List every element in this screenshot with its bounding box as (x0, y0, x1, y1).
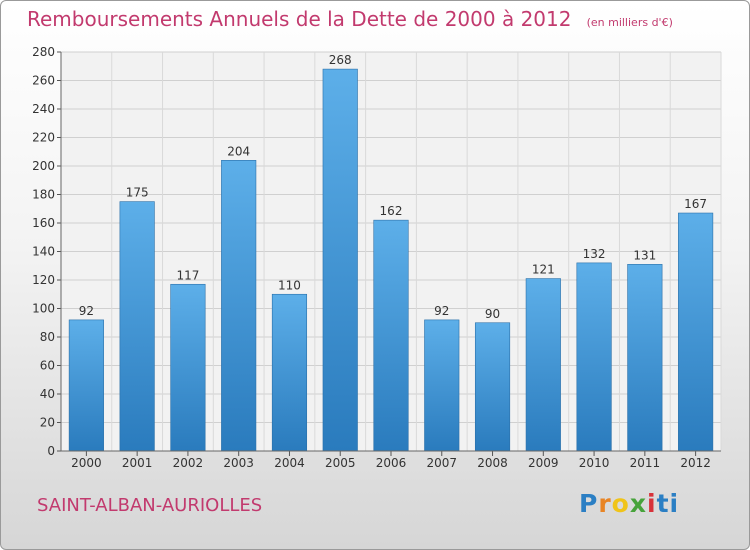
bar (525, 278, 561, 452)
x-tick-label: 2010 (579, 456, 610, 470)
y-tick-label: 220 (32, 131, 55, 145)
bar (170, 283, 206, 452)
bar (68, 319, 104, 452)
bar (322, 68, 358, 452)
x-axis: 2000 2001 2002 2003 2004 2005 2006 2007 2008 2009… (61, 450, 721, 470)
title-line: Remboursements Annuels de la Dette de 20… (27, 7, 673, 31)
y-tick-label: 160 (32, 216, 55, 230)
bar-value-label: 131 (633, 248, 656, 262)
bar-value-label: 167 (684, 197, 707, 211)
y-tick-label: 280 (32, 45, 55, 59)
x-tick-label: 2005 (325, 456, 356, 470)
chart-subtitle: (en milliers d'€) (586, 16, 673, 29)
x-tick-label: 2007 (426, 456, 457, 470)
bar-value-label: 110 (278, 278, 301, 292)
x-tick-label: 2002 (173, 456, 204, 470)
y-tick-label: 240 (32, 102, 55, 116)
x-tick-label: 2001 (122, 456, 153, 470)
y-tick-label: 0 (47, 444, 55, 458)
bar-value-label: 117 (176, 268, 199, 282)
y-axis: 0 20 40 60 80 100 120 140 160 180 200 220 240 260 280 (32, 45, 62, 458)
y-tick-label: 260 (32, 74, 55, 88)
bar (678, 212, 714, 452)
x-tick-label: 2009 (528, 456, 559, 470)
y-tick-label: 80 (40, 330, 55, 344)
y-tick-label: 20 (40, 416, 55, 430)
bar (373, 219, 409, 452)
bar (119, 201, 155, 452)
bar-value-label: 162 (380, 204, 403, 218)
y-tick-label: 100 (32, 302, 55, 316)
bar (271, 293, 308, 452)
bar-value-label: 175 (126, 186, 149, 200)
commune-name: SAINT-ALBAN-AURIOLLES (37, 495, 263, 516)
x-tick-label: 2011 (630, 456, 661, 470)
x-tick-label: 2003 (223, 456, 254, 470)
proxiti-logo: Proxiti (579, 489, 680, 518)
y-tick-label: 40 (40, 387, 55, 401)
bar (424, 319, 460, 452)
x-tick-label: 2004 (274, 456, 305, 470)
bars: 92 175 117 204 110 268 162 92 90 121 132 131 167 (68, 53, 714, 452)
y-tick-label: 180 (32, 188, 55, 202)
bar (221, 160, 257, 452)
x-tick-label: 2006 (376, 456, 407, 470)
x-tick-label: 2000 (71, 456, 102, 470)
bar-value-label: 268 (329, 53, 352, 67)
bar-value-label: 204 (227, 144, 250, 158)
bar (576, 262, 612, 452)
x-tick-label: 2012 (680, 456, 711, 470)
chart-title: Remboursements Annuels de la Dette de 20… (27, 7, 572, 31)
x-tick-label: 2008 (477, 456, 508, 470)
bar (474, 322, 511, 452)
bar-value-label: 92 (79, 304, 94, 318)
bar-value-label: 90 (485, 307, 500, 321)
bar-value-label: 92 (434, 304, 449, 318)
bar-value-label: 132 (583, 247, 606, 261)
y-tick-label: 120 (32, 273, 55, 287)
y-tick-label: 140 (32, 245, 55, 259)
bar-value-label: 121 (532, 263, 555, 277)
y-tick-label: 60 (40, 359, 55, 373)
bar (627, 264, 663, 452)
y-tick-label: 200 (32, 159, 55, 173)
